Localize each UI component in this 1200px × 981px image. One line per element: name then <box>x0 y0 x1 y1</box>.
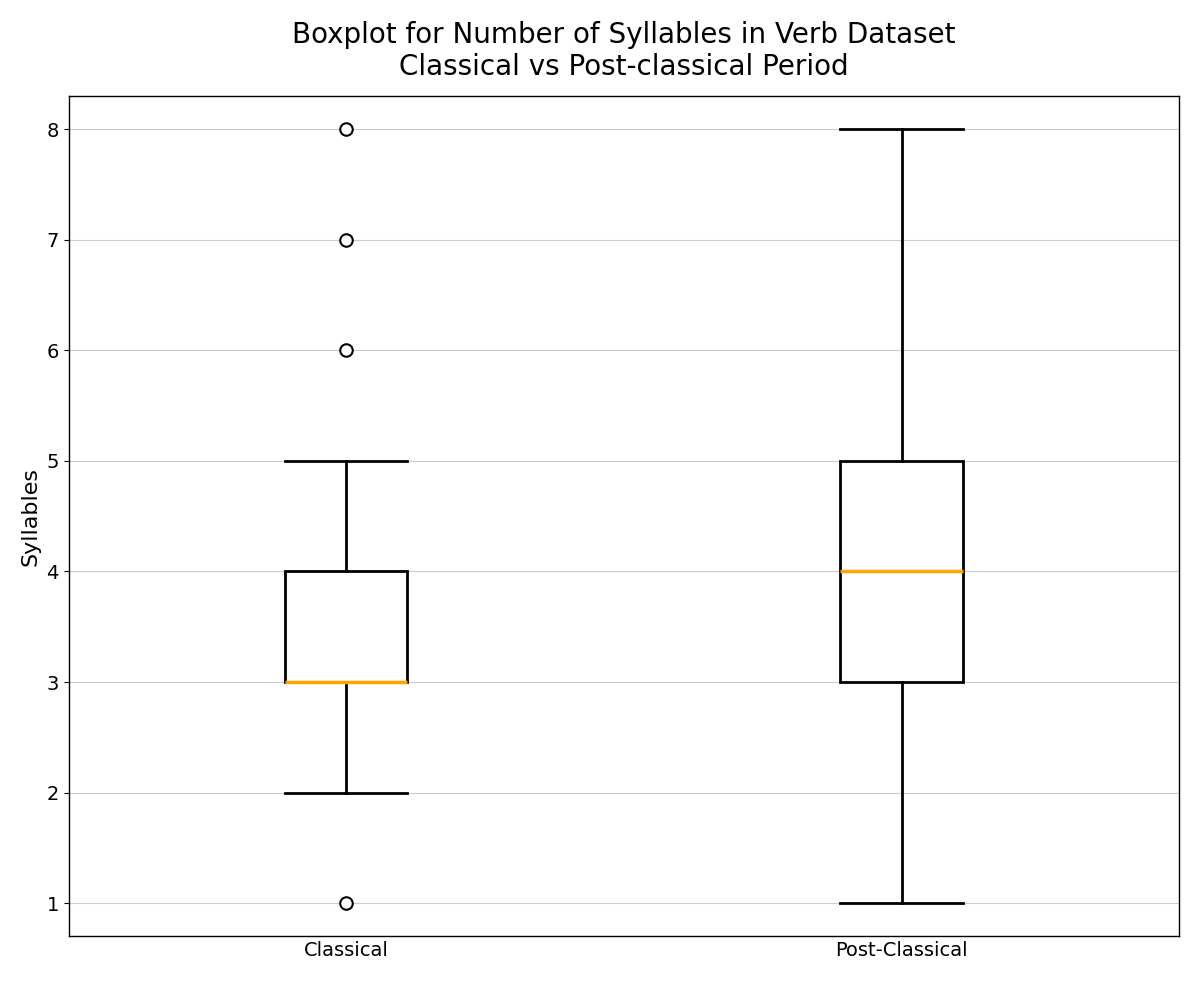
PathPatch shape <box>286 572 407 682</box>
PathPatch shape <box>840 461 962 682</box>
Y-axis label: Syllables: Syllables <box>20 467 41 566</box>
Title: Boxplot for Number of Syllables in Verb Dataset
Classical vs Post-classical Peri: Boxplot for Number of Syllables in Verb … <box>292 21 955 81</box>
